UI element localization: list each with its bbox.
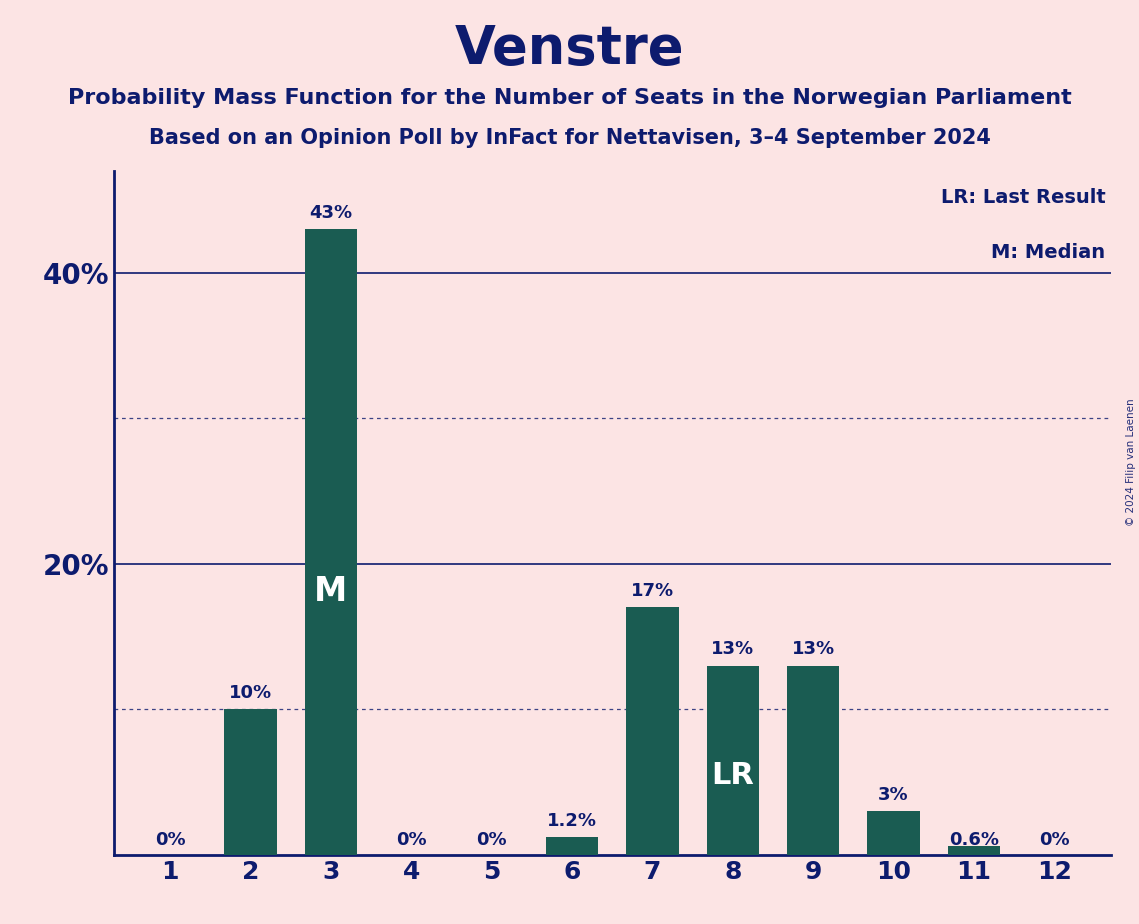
Text: 0%: 0% (396, 831, 427, 849)
Text: LR: LR (712, 760, 754, 790)
Text: © 2024 Filip van Laenen: © 2024 Filip van Laenen (1126, 398, 1136, 526)
Text: 0%: 0% (476, 831, 507, 849)
Bar (706, 665, 759, 855)
Bar (868, 811, 919, 855)
Text: Probability Mass Function for the Number of Seats in the Norwegian Parliament: Probability Mass Function for the Number… (67, 88, 1072, 108)
Text: M: Median: M: Median (991, 243, 1106, 261)
Bar (626, 607, 679, 855)
Text: 43%: 43% (310, 204, 352, 222)
Bar (305, 229, 357, 855)
Text: 13%: 13% (792, 640, 835, 658)
Bar (948, 846, 1000, 855)
Bar (787, 665, 839, 855)
Text: 1.2%: 1.2% (547, 812, 597, 830)
Text: 0.6%: 0.6% (949, 831, 999, 849)
Text: 3%: 3% (878, 785, 909, 804)
Text: 17%: 17% (631, 582, 674, 600)
Bar (546, 837, 598, 855)
Bar (224, 710, 277, 855)
Text: 10%: 10% (229, 684, 272, 702)
Text: Venstre: Venstre (454, 23, 685, 75)
Text: 0%: 0% (1039, 831, 1070, 849)
Text: LR: Last Result: LR: Last Result (941, 188, 1106, 207)
Text: M: M (314, 576, 347, 609)
Text: 0%: 0% (155, 831, 186, 849)
Text: Based on an Opinion Poll by InFact for Nettavisen, 3–4 September 2024: Based on an Opinion Poll by InFact for N… (148, 128, 991, 148)
Text: 13%: 13% (711, 640, 754, 658)
